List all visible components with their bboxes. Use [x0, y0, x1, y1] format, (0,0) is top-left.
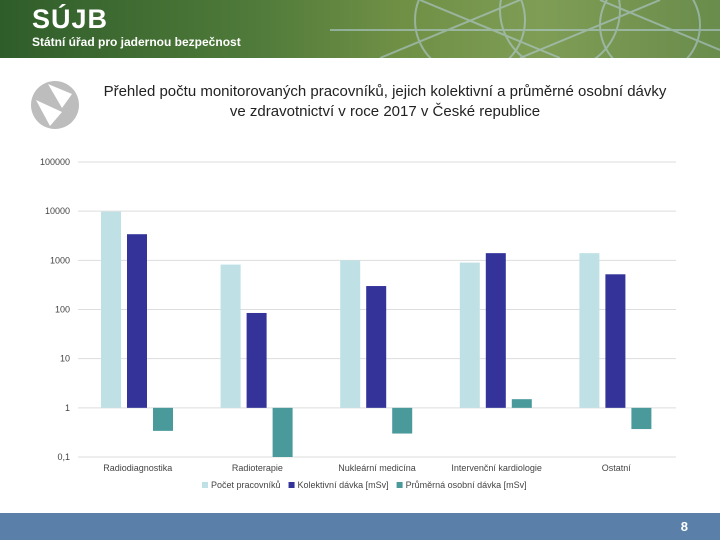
legend-swatch-3: [396, 482, 403, 488]
sujb-emblem-icon: [31, 81, 79, 129]
category-label: Radiodiagnostika: [103, 463, 172, 473]
bar-3-1: [153, 407, 173, 431]
category-label: Nukleární medicína: [338, 463, 416, 473]
atom-pattern-decoration: [330, 0, 720, 58]
bar-1-4: [459, 262, 480, 408]
y-tick-label: 10000: [45, 206, 70, 216]
bar-2-1: [127, 234, 147, 408]
legend-label-2: Kolektivní dávka [mSv]: [298, 480, 389, 490]
bar-2-3: [366, 286, 387, 408]
footer-bar: 8: [0, 513, 720, 540]
logo: SÚJB: [32, 4, 109, 34]
legend-swatch-2: [288, 482, 295, 488]
bar-1-1: [101, 211, 121, 408]
bar-1-2: [220, 264, 241, 408]
bar-2-5: [605, 274, 626, 408]
y-tick-label: 10: [60, 354, 70, 364]
bar-3-3: [392, 407, 413, 434]
category-label: Radioterapie: [232, 463, 283, 473]
bar-3-5: [631, 407, 652, 430]
page-number: 8: [680, 519, 688, 534]
bar-2-4: [485, 253, 506, 408]
y-tick-label: 1: [65, 403, 70, 413]
legend-swatch-1: [202, 482, 208, 488]
legend-label-3: Průměrná osobní dávka [mSv]: [406, 480, 527, 490]
y-tick-label: 1000: [50, 255, 70, 265]
chart-title: Přehled počtu monitorovaných pracovníků,…: [103, 83, 667, 120]
bar-1-3: [340, 260, 361, 408]
category-label: Intervenční kardiologie: [451, 463, 542, 473]
category-label: Ostatní: [602, 463, 632, 473]
legend-label-1: Počet pracovníků: [211, 480, 281, 490]
bar-3-4: [511, 399, 532, 408]
bar-2-2: [246, 312, 267, 408]
y-tick-label: 100000: [40, 157, 70, 167]
bar-1-5: [579, 253, 600, 408]
y-tick-label: 0,1: [57, 452, 70, 462]
bar-3-2: [272, 407, 293, 457]
organization-name: Státní úřad pro jadernou bezpečnost: [32, 35, 241, 49]
bar-chart: 0,1 1 10 100 1000 10000 100000 Radiodiagnostika…: [40, 157, 676, 490]
header-banner: SÚJB Státní úřad pro jadernou bezpečnost: [0, 0, 720, 58]
y-tick-label: 100: [55, 305, 70, 315]
